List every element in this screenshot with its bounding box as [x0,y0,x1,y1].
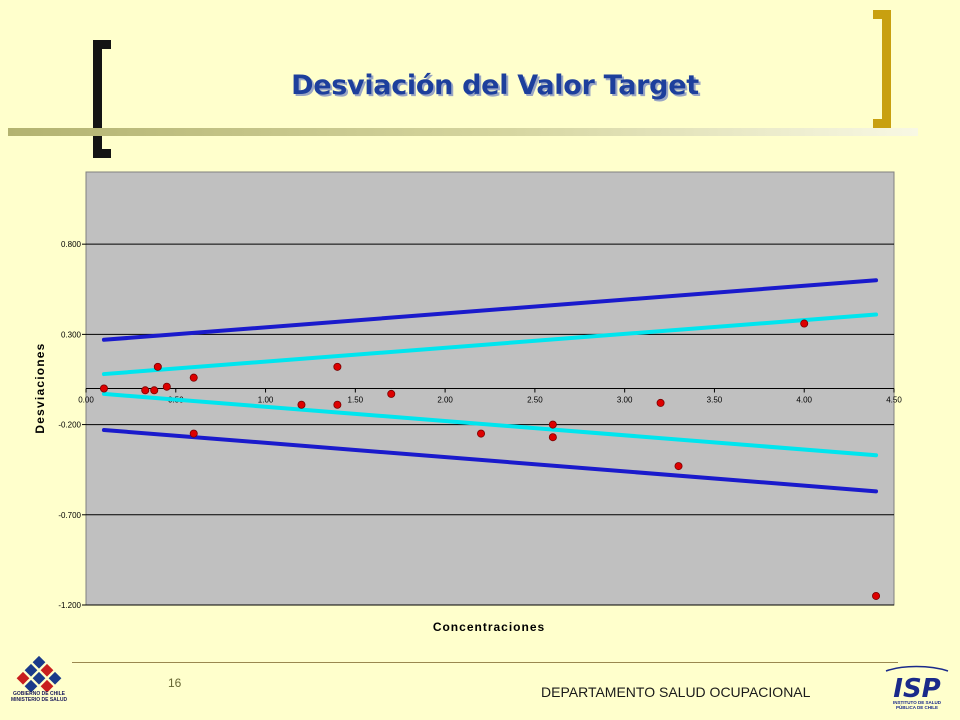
gov-logo-caption: GOBIERNO DE CHILE MINISTERIO DE SALUD [8,691,70,703]
data-point [387,389,396,398]
y-tick-label: -1.200 [58,601,81,610]
data-point [141,386,150,395]
y-axis-title: Desviaciones [33,342,47,433]
data-point [333,400,342,409]
y-tick-label: -0.700 [58,511,81,520]
gov-logo-caption-line: GOBIERNO DE CHILE [13,691,65,697]
x-axis: 0.000.501.001.502.002.503.003.504.004.50 [78,388,902,405]
isp-logo-letters: ISP [893,674,940,704]
page-number: 16 [168,676,182,690]
data-point [297,400,306,409]
x-tick-label: 1.00 [258,396,274,405]
y-axis: 0.800 0.300 -0.200 -0.700 -1.200 [58,240,86,610]
grid-lines [86,243,894,606]
x-tick-label: 1.50 [348,396,364,405]
data-point [150,386,159,395]
data-point [333,362,342,371]
x-tick-label: 2.50 [527,396,543,405]
data-point [162,382,171,391]
y-tick-label: 0.300 [61,330,82,339]
right-bracket-decoration [873,10,891,128]
isp-logo-caption: INSTITUTO DE SALUD PÚBLICA DE CHILE [884,700,950,710]
outer-limit-line [101,278,879,342]
x-tick-label: 4.50 [886,396,902,405]
gobierno-de-chile-logo-icon [16,655,62,693]
y-tick-label: 0.800 [61,240,82,249]
data-point [189,429,198,438]
x-tick-label: 0.00 [78,396,94,405]
limit-lines [101,278,879,494]
inner-limit-line [101,391,879,458]
data-points [99,319,881,600]
outer-limit-line [101,427,879,494]
data-point [477,429,486,438]
data-point [656,398,665,407]
data-point [674,462,683,471]
isp-logo-caption-line: PÚBLICA DE CHILE [895,705,939,710]
data-point [872,591,881,600]
data-point [153,362,162,371]
x-tick-label: 3.00 [617,396,633,405]
inner-limit-line [101,312,879,377]
title-underline-bar [8,128,918,136]
department-label: DEPARTAMENTO SALUD OCUPACIONAL [541,684,811,700]
x-tick-label: 2.00 [437,396,453,405]
gov-logo-caption-line: MINISTERIO DE SALUD [10,697,68,703]
y-tick-label: -0.200 [58,421,81,430]
isp-logo-caption-line: INSTITUTO DE SALUD [893,700,941,705]
x-tick-label: 3.50 [707,396,723,405]
data-point [800,319,809,328]
data-point [548,433,557,442]
isp-logo-icon: ISP [885,665,949,704]
x-tick-label: 4.00 [796,396,812,405]
data-point [189,373,198,382]
footer-divider [72,662,898,663]
x-axis-title: Concentraciones [433,620,545,634]
data-point [548,420,557,429]
left-bracket-decoration [93,40,111,158]
data-point [99,384,108,393]
slide-title: Desviación del Valor Target [291,70,699,101]
